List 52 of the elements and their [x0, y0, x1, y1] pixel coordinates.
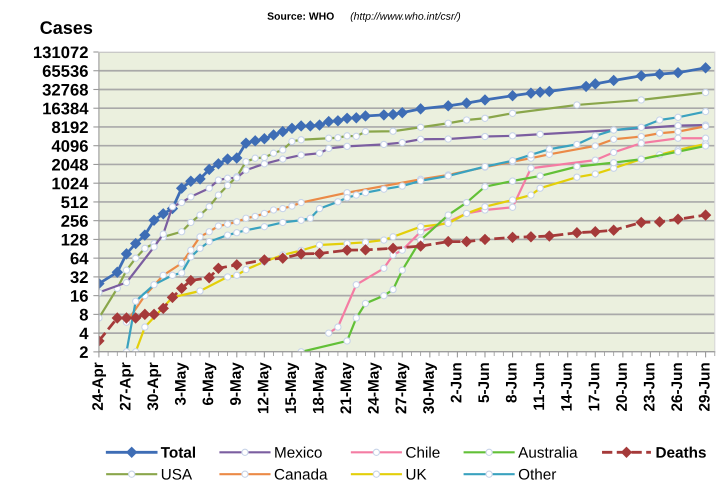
y-tick-label: 64: [70, 252, 88, 264]
y-tick-label: 4: [79, 328, 88, 340]
legend-label: Total: [160, 446, 195, 458]
x-tick-label: 2-Jun: [450, 363, 462, 402]
y-tick-label: 16384: [43, 102, 88, 114]
y-tick-label: 128: [62, 234, 88, 246]
x-tick-label: 27-Apr: [120, 362, 134, 410]
x-tick-label: 17-Jun: [588, 363, 600, 411]
y-tick-label: 256: [61, 215, 88, 227]
x-tick-label: 8-Jun: [506, 363, 517, 403]
legend-label: Other: [518, 468, 556, 480]
x-tick-label: 30-May: [423, 362, 437, 414]
y-tick-label: 512: [61, 196, 88, 208]
legend-label: Mexico: [275, 446, 322, 458]
y-tick-label: 16: [71, 290, 88, 302]
x-tick-label: 29-Jun: [698, 363, 710, 411]
x-tick-label: 27-May: [396, 362, 410, 414]
y-tick-label: 2048: [52, 158, 88, 171]
x-tick-label: 26-Jun: [671, 363, 682, 411]
x-tick-label: 11-Jun: [534, 363, 544, 410]
y-tick-label: 2: [80, 346, 88, 358]
x-tick-label: 14-Jun: [561, 363, 572, 411]
x-tick-label: 3-May: [174, 362, 189, 406]
y-tick-label: 4096: [52, 140, 88, 152]
x-tick-label: 20-Jun: [616, 363, 627, 411]
x-tick-label: 12-May: [258, 362, 272, 414]
y-axis-title: Cases: [40, 21, 92, 34]
x-tick-label: 9-May: [230, 362, 244, 406]
legend-label: Chile: [406, 446, 440, 458]
x-tick-label: 6-May: [202, 362, 216, 406]
y-tick-label: 8: [80, 308, 88, 321]
legend-label: Australia: [518, 446, 578, 458]
x-tick-label: 24-May: [368, 362, 382, 414]
source-note: Source: WHO: [267, 12, 334, 20]
y-tick-label: 1024: [52, 178, 88, 190]
legend-label: Deaths: [656, 446, 706, 458]
y-tick-label: 65536: [42, 65, 88, 77]
legend-label: UK: [406, 469, 426, 480]
x-tick-label: 30-Apr: [147, 362, 162, 410]
x-tick-label: 5-Jun: [478, 363, 490, 403]
y-tick-label: 8192: [52, 121, 88, 134]
x-tick-label: 18-May: [312, 362, 327, 414]
x-tick-label: 23-Jun: [644, 363, 655, 411]
x-tick-label: 21-May: [340, 362, 354, 414]
y-tick-label: 131072: [34, 46, 88, 58]
legend-label: Canada: [274, 468, 328, 480]
y-tick-label: 32: [70, 271, 88, 284]
x-tick-label: 24-Apr: [92, 362, 106, 410]
legend-label: USA: [162, 468, 192, 480]
y-tick-label: 32768: [42, 84, 88, 96]
text: (http://www.who.int/csr/): [350, 12, 460, 22]
x-tick-label: 15-May: [285, 362, 300, 414]
